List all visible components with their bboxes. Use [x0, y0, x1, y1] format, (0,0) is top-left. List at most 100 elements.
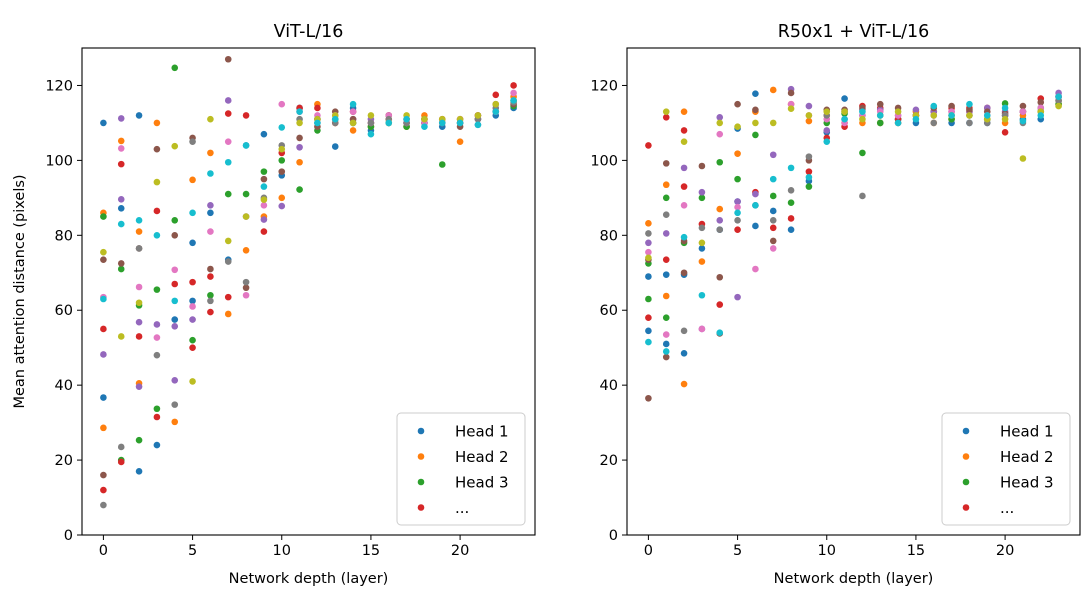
data-point	[769, 175, 777, 183]
data-point	[135, 468, 143, 475]
data-point	[734, 217, 741, 224]
data-point	[171, 297, 179, 305]
data-point	[117, 458, 125, 466]
data-point	[117, 196, 125, 203]
data-point	[207, 265, 214, 273]
right-chart-panel: 0 5 10 15 20 0 20 40 60 80 100 120 R50x1 + ViT-L/16 N…	[590, 22, 1081, 587]
data-point	[135, 112, 143, 119]
data-point	[662, 314, 670, 322]
data-point	[278, 194, 286, 202]
data-point	[242, 278, 250, 286]
y-tick-label: 60	[600, 303, 618, 319]
data-point	[680, 269, 688, 277]
legend-box	[941, 412, 1071, 526]
data-point	[171, 266, 179, 274]
data-point	[207, 291, 214, 299]
data-point	[135, 318, 143, 326]
data-point	[260, 168, 268, 175]
data-point	[349, 108, 357, 115]
data-point	[153, 286, 161, 293]
data-point	[296, 134, 303, 142]
chart-title: R50x1 + ViT-L/16	[778, 22, 929, 42]
data-point	[662, 353, 670, 361]
data-point	[153, 232, 161, 239]
data-point	[153, 119, 161, 127]
legend-marker	[417, 427, 425, 435]
data-point	[100, 325, 107, 333]
data-point	[171, 142, 179, 150]
data-point	[260, 216, 268, 223]
data-point	[680, 108, 688, 115]
data-point	[242, 142, 250, 149]
data-point	[662, 256, 670, 263]
data-point	[698, 162, 706, 170]
data-point	[841, 115, 848, 123]
data-point	[680, 233, 688, 241]
data-point	[716, 273, 724, 281]
data-point	[983, 112, 991, 119]
legend-marker	[417, 453, 425, 460]
data-point	[876, 100, 884, 108]
data-point	[100, 248, 107, 256]
data-point	[662, 230, 670, 237]
data-point	[769, 151, 777, 159]
data-point	[100, 486, 107, 494]
data-point	[100, 394, 107, 401]
data-point	[662, 160, 670, 167]
data-point	[662, 194, 670, 202]
data-point	[492, 100, 500, 108]
y-tick-label: 120	[590, 78, 618, 94]
data-point	[296, 119, 303, 127]
data-point	[752, 131, 759, 139]
data-point	[662, 292, 670, 300]
data-point	[769, 207, 777, 215]
x-tick-label: 20	[996, 543, 1014, 559]
data-point	[645, 239, 652, 247]
data-point	[1001, 115, 1009, 123]
data-point	[1037, 99, 1045, 106]
data-point	[769, 86, 777, 94]
data-point	[1055, 93, 1062, 100]
data-point	[207, 209, 214, 217]
data-point	[787, 199, 795, 207]
data-point	[100, 501, 107, 509]
x-tick-label: 5	[733, 543, 742, 559]
data-point	[278, 124, 286, 131]
data-point	[117, 205, 125, 212]
data-point	[242, 291, 250, 299]
data-point	[734, 293, 741, 301]
data-point	[207, 149, 214, 157]
data-point	[859, 108, 866, 115]
data-point	[207, 228, 214, 235]
data-point	[189, 278, 196, 286]
legend-label: Head 1	[455, 423, 509, 441]
data-point	[752, 119, 759, 127]
data-point	[912, 106, 920, 114]
data-point	[734, 123, 741, 130]
data-point	[100, 213, 107, 220]
data-point	[930, 112, 938, 119]
data-point	[841, 95, 848, 102]
data-point	[117, 137, 125, 145]
x-axis-label: Network depth (layer)	[774, 571, 934, 587]
data-point	[135, 333, 143, 340]
data-point	[474, 112, 482, 119]
data-point	[662, 340, 670, 348]
data-point	[966, 112, 973, 119]
data-point	[680, 350, 688, 357]
data-point	[117, 333, 125, 340]
data-point	[510, 82, 517, 89]
data-point	[207, 115, 214, 123]
data-point	[207, 297, 214, 305]
data-point	[385, 119, 393, 127]
data-point	[876, 119, 884, 127]
data-point	[296, 158, 303, 166]
data-point	[100, 119, 107, 127]
data-point	[117, 160, 125, 168]
data-point	[153, 334, 161, 341]
data-point	[135, 436, 143, 444]
data-point	[645, 230, 652, 237]
data-point	[859, 149, 866, 157]
legend-label: ...	[455, 499, 469, 517]
data-point	[859, 192, 866, 200]
